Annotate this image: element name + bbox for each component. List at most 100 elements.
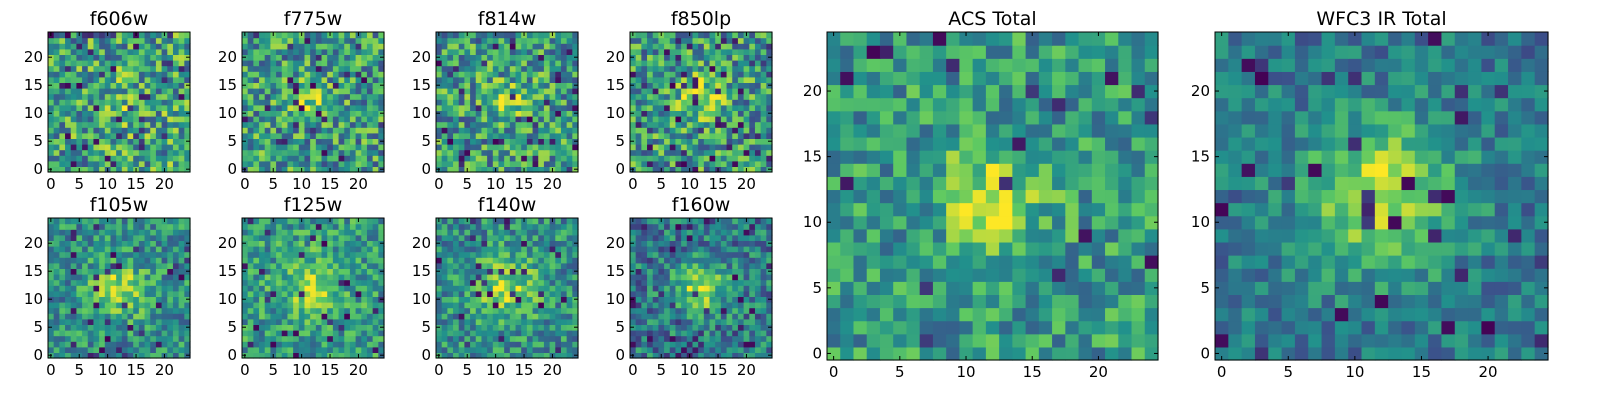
heatmap-cell (543, 279, 551, 286)
heatmap-cell (332, 352, 340, 359)
heatmap-cell (441, 60, 448, 67)
heatmap-cell (259, 88, 266, 95)
heatmap-cell (366, 313, 374, 320)
heatmap-cell (743, 313, 750, 320)
heatmap-cell (372, 290, 379, 297)
heatmap-cell (515, 246, 522, 253)
heatmap-cell (144, 307, 151, 314)
heatmap-cell (549, 104, 556, 111)
heatmap-cell (652, 132, 659, 139)
heatmap-cell (327, 37, 334, 44)
y-tick-label: 15 (24, 76, 43, 94)
heatmap-cell (555, 262, 562, 269)
heatmap-cell (155, 32, 163, 39)
heatmap-cell (732, 132, 739, 139)
heatmap-cell (253, 335, 260, 342)
heatmap-cells (630, 218, 773, 359)
heatmap-cell (310, 346, 317, 353)
heatmap-cell (332, 132, 340, 139)
heatmap-cell (470, 251, 477, 258)
heatmap-cell (509, 246, 517, 253)
heatmap-cell (732, 88, 739, 95)
heatmap-cell (93, 160, 100, 167)
heatmap-cell (138, 104, 146, 111)
heatmap-cell (441, 313, 448, 320)
heatmap-cell (327, 229, 334, 236)
heatmap-cell (715, 318, 722, 325)
heatmap-cell (470, 290, 477, 297)
heatmap-cell (647, 274, 654, 281)
heatmap-cell (93, 76, 100, 83)
heatmap-cell (658, 82, 665, 89)
heatmap-cell (82, 307, 89, 314)
heatmap-cell (566, 32, 573, 39)
heatmap-cell (641, 48, 648, 55)
heatmap-cell (754, 121, 762, 128)
heatmap-cell (538, 279, 545, 286)
heatmap-cell (99, 341, 106, 348)
heatmap-cell (732, 99, 739, 106)
heatmap-cell (560, 138, 568, 145)
heatmap-cell (104, 246, 112, 253)
heatmap-cell (543, 121, 551, 128)
heatmap-cell (259, 296, 266, 303)
heatmap-cell (458, 37, 465, 44)
heatmap-cell (48, 335, 55, 342)
heatmap-cell (150, 65, 157, 72)
heatmap-cell (378, 335, 385, 342)
heatmap-cell (293, 296, 300, 303)
heatmap-cell (242, 302, 249, 309)
heatmap-cell (652, 352, 659, 359)
x-tick-label: 10 (486, 361, 505, 379)
heatmap-cell (709, 127, 716, 134)
heatmap-cell (161, 346, 168, 353)
heatmap-cell (698, 290, 705, 297)
heatmap-cell (87, 240, 95, 247)
heatmap-cell (487, 290, 494, 297)
heatmap-cell (652, 110, 659, 117)
y-tick-label: 0 (33, 160, 43, 178)
heatmap-cell (361, 71, 368, 78)
heatmap-cell (82, 144, 89, 151)
heatmap-cell (281, 302, 289, 309)
heatmap-cell (675, 116, 682, 123)
heatmap-cell (498, 257, 505, 264)
heatmap-cell (155, 262, 163, 269)
heatmap-cell (293, 166, 300, 173)
heatmap-cell (167, 302, 174, 309)
heatmap-cell (526, 37, 534, 44)
heatmap-cell (470, 149, 477, 156)
heatmap-cell (281, 341, 289, 348)
heatmap-cell (555, 279, 562, 286)
heatmap-cell (641, 290, 648, 297)
heatmap-cell (754, 48, 762, 55)
heatmap-cell (65, 274, 72, 281)
heatmap-cell (327, 324, 334, 331)
heatmap-cell (53, 268, 60, 275)
y-tick-label: 10 (24, 104, 43, 122)
heatmap-cell (453, 37, 460, 44)
heatmap-cell (253, 116, 260, 123)
heatmap-cell (715, 71, 722, 78)
heatmap-cell (264, 54, 271, 61)
heatmap-cell (259, 307, 266, 314)
heatmap-cell (293, 149, 300, 156)
heatmap-cell (378, 346, 385, 353)
heatmap-cell (298, 132, 306, 139)
heatmap-cell (287, 229, 294, 236)
heatmap-cell (366, 104, 374, 111)
heatmap-cell (760, 307, 767, 314)
heatmap-cell (349, 76, 357, 83)
heatmap-cell (515, 240, 522, 247)
heatmap-cell (475, 166, 483, 173)
heatmap-cell (327, 307, 334, 314)
heatmap-cell (116, 279, 123, 286)
heatmap-cell (259, 37, 266, 44)
heatmap-cell (310, 290, 317, 297)
heatmap-cell (641, 307, 648, 314)
heatmap-cell (116, 116, 123, 123)
heatmap-cell (521, 313, 528, 320)
heatmap-cell (492, 116, 500, 123)
heatmap-cell (93, 257, 100, 264)
heatmap-cell (515, 290, 522, 297)
